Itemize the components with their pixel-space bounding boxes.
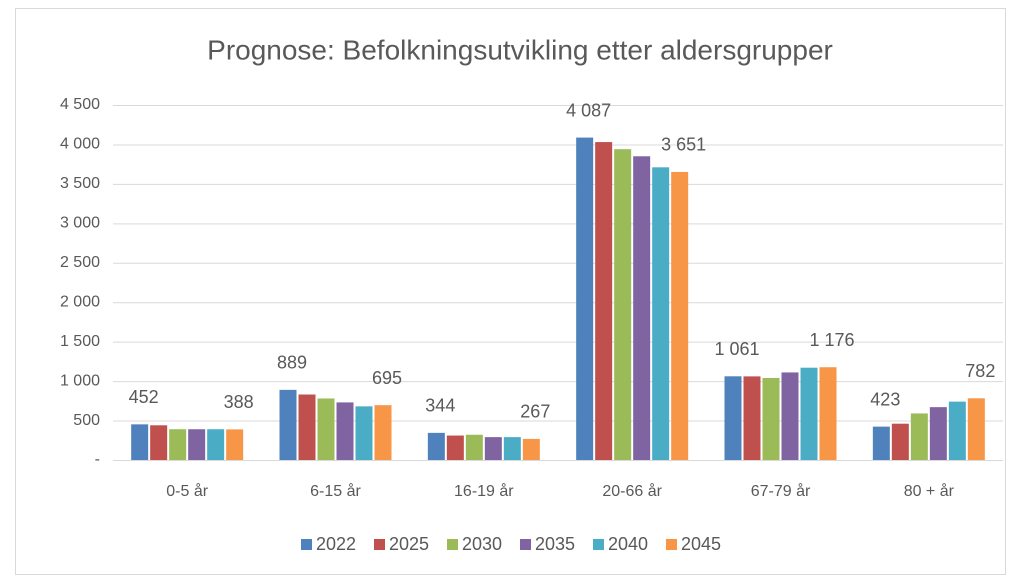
y-tick-label: 2 500 [60,254,100,271]
data-label: 1 176 [809,330,854,350]
bar [652,167,670,461]
y-tick-label: - [95,451,100,468]
bar [374,405,392,460]
chart-frame [15,8,1006,575]
x-tick-label: 80 + år [904,482,955,500]
bar [503,437,521,460]
bar [819,367,837,460]
bar [279,389,297,460]
bar [446,435,464,460]
bar [207,429,225,460]
data-label: 423 [870,389,900,409]
legend-label: 2030 [462,534,502,554]
data-label: 452 [129,387,159,407]
bar [169,429,187,460]
data-label: 267 [520,402,550,422]
legend-swatch [374,539,385,550]
bar [910,413,928,460]
bar [595,142,613,461]
x-tick-label: 0-5 år [166,482,208,500]
x-tick-label: 20-66 år [602,482,662,500]
bar [131,424,149,460]
bar [891,423,909,460]
chart-title: Prognose: Befolkningsutvikling etter ald… [207,34,833,65]
bar [762,377,780,460]
x-tick-label: 67-79 år [751,482,811,500]
bar [188,429,206,460]
bar [355,406,373,460]
y-tick-label: 1 000 [60,372,100,389]
bar [948,401,966,460]
bar [614,149,632,460]
bar [576,137,594,460]
bar [724,376,742,460]
bar [781,372,799,460]
data-label: 344 [425,396,455,416]
data-label: 782 [965,361,995,381]
y-tick-label: 3 500 [60,175,100,192]
legend-swatch [301,539,312,550]
y-tick-label: 4 000 [60,136,100,153]
legend-label: 2040 [608,534,648,554]
bar [317,398,335,460]
legend-swatch [593,539,604,550]
data-label: 3 651 [661,135,706,155]
bar [872,426,890,460]
data-label: 889 [277,353,307,373]
x-tick-label: 16-19 år [454,482,514,500]
y-tick-label: 4 500 [60,96,100,113]
y-tick-label: 1 500 [60,333,100,350]
bar [522,438,540,460]
data-label: 695 [372,368,402,388]
data-label: 1 061 [714,339,759,359]
bar [929,407,947,460]
bar [336,402,354,460]
y-tick-label: 500 [73,412,100,429]
legend-label: 2045 [681,534,721,554]
bar [671,171,689,460]
legend-swatch [520,539,531,550]
bar [800,367,818,460]
bar [150,425,168,460]
y-tick-label: 2 000 [60,293,100,310]
data-label: 4 087 [566,100,611,120]
legend-swatch [666,539,677,550]
x-tick-label: 6-15 år [310,482,361,500]
data-label: 388 [224,392,254,412]
bar [484,437,502,460]
y-tick-label: 3 000 [60,215,100,232]
bar [633,156,651,460]
legend-label: 2022 [316,534,356,554]
legend-swatch [447,539,458,550]
bar [427,432,445,460]
bar [743,376,761,460]
legend-label: 2025 [389,534,429,554]
bar [465,434,483,460]
legend-label: 2035 [535,534,575,554]
bar [226,429,244,460]
bar [967,398,985,460]
bar [298,394,316,460]
